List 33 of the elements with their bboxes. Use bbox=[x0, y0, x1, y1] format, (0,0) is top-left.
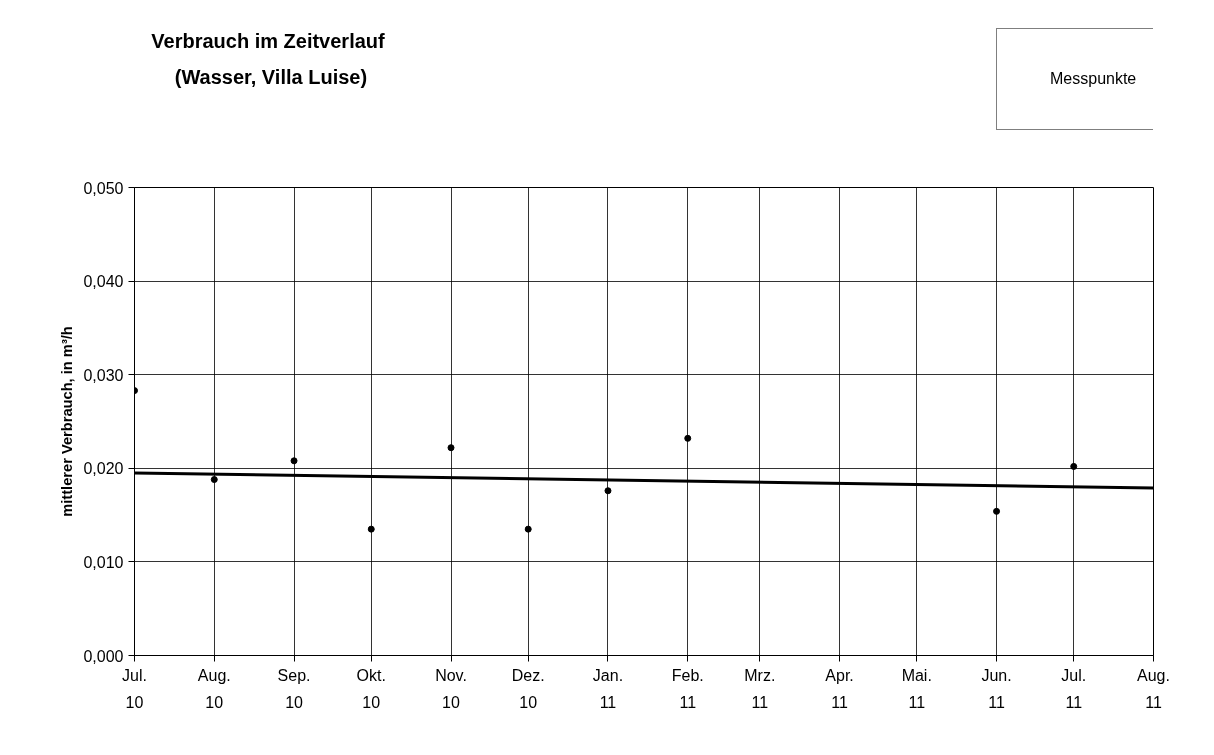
point bbox=[524, 525, 532, 533]
point bbox=[367, 525, 375, 533]
x-tick-label: Jul. 10 bbox=[122, 666, 147, 711]
y-tick-label: 0,050 bbox=[83, 179, 124, 197]
y-tick-label: 0,000 bbox=[83, 647, 124, 665]
y-tick-label: 0,040 bbox=[83, 273, 124, 291]
x-tick-label: Nov. 10 bbox=[435, 666, 467, 711]
x-tick-label: Apr. 11 bbox=[825, 666, 854, 711]
x-tick-label: Sep. 10 bbox=[277, 666, 311, 711]
x-tick-label: Aug. 11 bbox=[1137, 666, 1170, 711]
y-tick-label: 0,020 bbox=[83, 460, 124, 478]
x-tick-label: Aug. 10 bbox=[197, 666, 231, 711]
x-tick-label: Jun. 11 bbox=[981, 666, 1012, 711]
point bbox=[210, 476, 218, 484]
x-tick-label: Okt. 10 bbox=[356, 666, 386, 711]
point bbox=[684, 434, 692, 442]
x-tick-label: Mai. 11 bbox=[901, 666, 932, 711]
x-tick-label: Feb. 11 bbox=[671, 666, 704, 711]
point bbox=[290, 457, 298, 465]
y-tick-label: 0,030 bbox=[83, 366, 124, 384]
chart-subtitle: (Wasser, Villa Luise) bbox=[174, 65, 368, 88]
x-tick-label: Jan. 11 bbox=[592, 666, 624, 711]
point bbox=[993, 507, 1001, 515]
point bbox=[1070, 462, 1078, 470]
point bbox=[447, 444, 455, 452]
point bbox=[604, 487, 612, 495]
y-tick-label: 0,010 bbox=[83, 553, 124, 571]
x-tick-label: Jul. 11 bbox=[1061, 666, 1087, 711]
x-tick-label: Dez. 10 bbox=[511, 666, 545, 711]
chart-title: Verbrauch im Zeitverlauf bbox=[151, 29, 386, 52]
x-tick-label: Mrz. 11 bbox=[744, 666, 776, 711]
text: Messpunkte bbox=[1050, 70, 1138, 88]
y-axis-title: mittlerer Verbrauch, in m³/h bbox=[59, 326, 76, 517]
